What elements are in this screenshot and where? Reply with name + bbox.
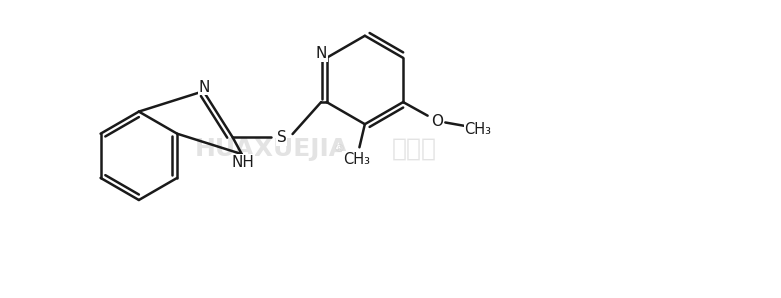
Text: ®: ® xyxy=(334,144,345,154)
Text: HUAXUEJIA: HUAXUEJIA xyxy=(194,137,348,161)
Text: S: S xyxy=(276,130,287,145)
Text: NH: NH xyxy=(232,155,255,170)
Text: O: O xyxy=(431,114,443,129)
Text: CH₃: CH₃ xyxy=(343,152,370,167)
Text: N: N xyxy=(198,80,210,94)
Text: N: N xyxy=(316,46,326,61)
Text: 化学加: 化学加 xyxy=(392,137,437,161)
Text: CH₃: CH₃ xyxy=(465,122,491,137)
